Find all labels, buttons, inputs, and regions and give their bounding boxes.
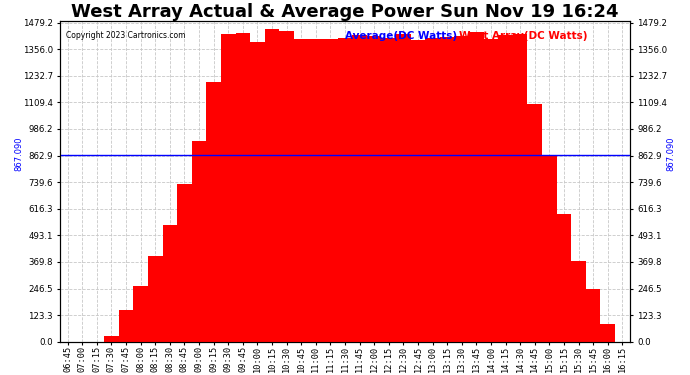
Bar [148, 256, 163, 342]
Bar [119, 310, 133, 342]
Bar [571, 261, 586, 342]
Bar [265, 29, 279, 342]
Bar [337, 38, 353, 342]
Bar [323, 39, 337, 342]
Bar [469, 32, 484, 342]
Bar [367, 36, 382, 342]
Bar [133, 286, 148, 342]
Bar [192, 141, 206, 342]
Text: 867.090: 867.090 [14, 136, 23, 171]
Bar [440, 37, 455, 342]
Bar [425, 38, 440, 342]
Bar [527, 105, 542, 342]
Bar [411, 40, 425, 342]
Text: Average(DC Watts): Average(DC Watts) [345, 31, 457, 40]
Bar [586, 289, 600, 342]
Text: Copyright 2023 Cartronics.com: Copyright 2023 Cartronics.com [66, 31, 186, 40]
Bar [542, 155, 557, 342]
Bar [104, 336, 119, 342]
Bar [235, 33, 250, 342]
Bar [221, 34, 235, 342]
Bar [294, 39, 308, 342]
Bar [308, 39, 323, 342]
Bar [382, 38, 396, 342]
Bar [455, 36, 469, 342]
Bar [557, 214, 571, 342]
Bar [206, 82, 221, 342]
Title: West Array Actual & Average Power Sun Nov 19 16:24: West Array Actual & Average Power Sun No… [71, 3, 619, 21]
Bar [250, 42, 265, 342]
Text: West Array(DC Watts): West Array(DC Watts) [459, 31, 587, 40]
Bar [396, 34, 411, 342]
Bar [484, 39, 498, 342]
Bar [498, 35, 513, 342]
Bar [353, 35, 367, 342]
Bar [177, 184, 192, 342]
Bar [600, 324, 615, 342]
Bar [279, 31, 294, 342]
Bar [513, 34, 527, 342]
Text: 867.090: 867.090 [667, 136, 676, 171]
Bar [163, 225, 177, 342]
